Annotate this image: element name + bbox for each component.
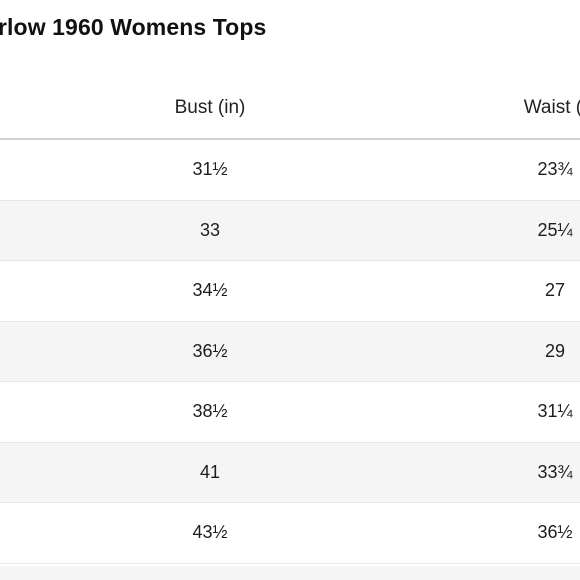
column-header-waist: Waist (i (523, 97, 580, 118)
table-row: 38½ 31¼ (0, 382, 580, 443)
page-title: rlow 1960 Womens Tops (0, 14, 267, 40)
waist-cell: 25¼ (537, 219, 573, 240)
bust-cell: 33 (199, 219, 221, 240)
waist-cell: 29 (544, 340, 566, 361)
next-row-edge (0, 566, 580, 580)
size-chart-table: Bust (in) Waist (i 31½ 23¾ 33 25¼ 34½ 27… (0, 78, 580, 564)
waist-cell: 27 (544, 280, 566, 301)
bust-cell: 34½ (192, 280, 228, 301)
waist-cell: 31¼ (537, 401, 573, 422)
table-row: 43½ 36½ (0, 503, 580, 564)
table-row: 31½ 23¾ (0, 140, 580, 201)
waist-cell: 33¾ (537, 461, 573, 482)
waist-cell: 36½ (537, 522, 573, 543)
table-row: 41 33¾ (0, 442, 580, 503)
waist-cell: 23¾ (537, 159, 573, 180)
bust-cell: 38½ (192, 401, 228, 422)
bust-cell: 31½ (192, 159, 228, 180)
bust-cell: 43½ (192, 522, 228, 543)
table-row: 34½ 27 (0, 261, 580, 322)
table-header-row: Bust (in) Waist (i (0, 78, 580, 140)
table-row: 33 25¼ (0, 200, 580, 261)
table-row: 36½ 29 (0, 321, 580, 382)
bust-cell: 36½ (192, 340, 228, 361)
column-header-bust: Bust (in) (174, 97, 246, 118)
bust-cell: 41 (199, 461, 221, 482)
